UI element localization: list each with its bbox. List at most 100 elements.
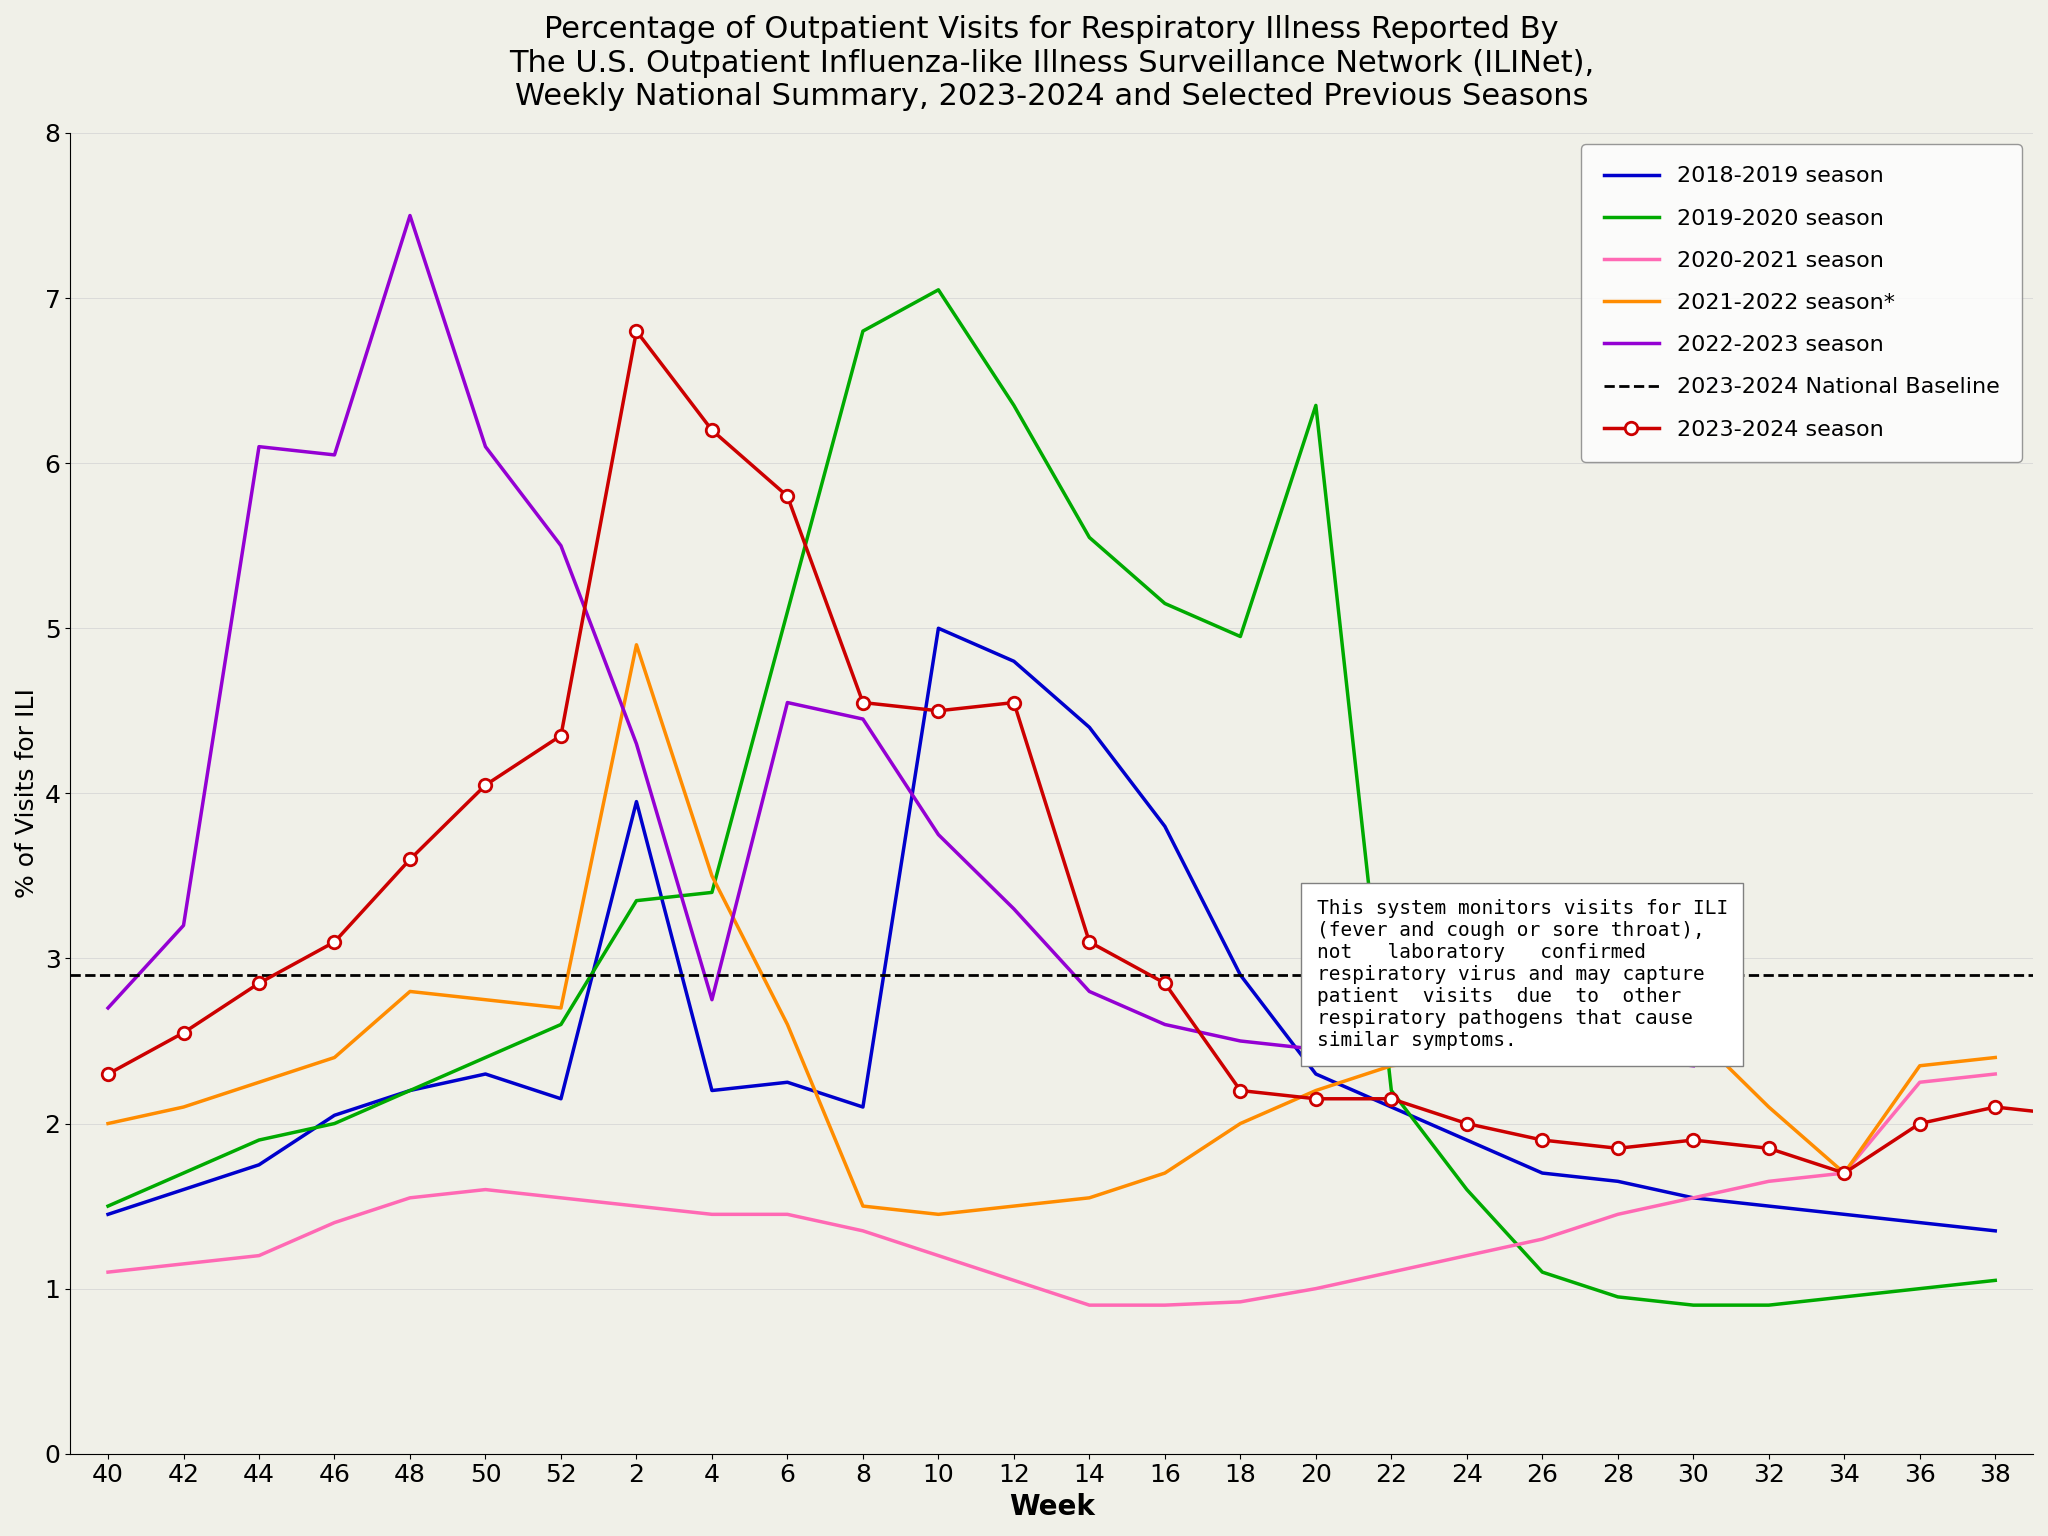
2023-2024 season — [1606, 1140, 1630, 1158]
2020-2021 season — [549, 1189, 573, 1207]
2021-2022 season* — [322, 1048, 346, 1066]
2021-2022 season* — [1378, 1057, 1403, 1075]
2018-2019 season — [1606, 1172, 1630, 1190]
2019-2020 season — [1982, 1272, 2007, 1290]
2022-2023 season — [96, 998, 121, 1017]
2018-2019 season — [1153, 817, 1178, 836]
2018-2019 season — [1833, 1206, 1858, 1224]
2019-2020 season — [926, 281, 950, 300]
2020-2021 season — [1454, 1246, 1479, 1264]
2018-2019 season — [926, 619, 950, 637]
2019-2020 season — [1833, 1287, 1858, 1306]
X-axis label: Week: Week — [1010, 1493, 1094, 1521]
Line: 2019-2020 season: 2019-2020 season — [109, 290, 1995, 1306]
2019-2020 season — [246, 1130, 270, 1149]
2020-2021 season — [1681, 1189, 1706, 1207]
2018-2019 season — [625, 793, 649, 811]
2021-2022 season* — [172, 1098, 197, 1117]
2022-2023 season — [397, 206, 422, 224]
2019-2020 season — [397, 1081, 422, 1100]
2023-2024 season — [397, 849, 422, 868]
2022-2023 season — [1454, 1040, 1479, 1058]
2019-2020 season — [1229, 627, 1253, 645]
2019-2020 season — [1153, 594, 1178, 613]
2021-2022 season* — [1757, 1098, 1782, 1117]
2019-2020 season — [1907, 1279, 1931, 1298]
2023-2024 season — [1681, 1130, 1706, 1149]
2021-2022 season* — [1681, 1023, 1706, 1041]
2020-2021 season — [1907, 1074, 1931, 1092]
2021-2022 season* — [246, 1074, 270, 1092]
2020-2021 season — [397, 1189, 422, 1207]
2021-2022 season* — [625, 636, 649, 654]
2023-2024 season — [96, 1064, 121, 1083]
2018-2019 season — [1681, 1189, 1706, 1207]
2018-2019 season — [1757, 1197, 1782, 1215]
2021-2022 season* — [1229, 1114, 1253, 1132]
2021-2022 season* — [926, 1206, 950, 1224]
2022-2023 season — [1305, 1040, 1329, 1058]
2023-2024 National Baseline — [172, 966, 197, 985]
2020-2021 season — [322, 1213, 346, 1232]
2019-2020 season — [1077, 528, 1102, 547]
2020-2021 season — [1530, 1230, 1554, 1249]
2021-2022 season* — [96, 1114, 121, 1132]
2020-2021 season — [850, 1221, 874, 1240]
2019-2020 season — [1606, 1287, 1630, 1306]
2022-2023 season — [926, 825, 950, 843]
2023-2024 season — [926, 702, 950, 720]
2023-2024 season — [850, 693, 874, 711]
2020-2021 season — [1757, 1172, 1782, 1190]
2022-2023 season — [774, 693, 799, 711]
2023-2024 National Baseline — [96, 966, 121, 985]
2022-2023 season — [1001, 900, 1026, 919]
2023-2024 season — [246, 974, 270, 992]
2021-2022 season* — [473, 991, 498, 1009]
2018-2019 season — [1907, 1213, 1931, 1232]
2020-2021 season — [1001, 1272, 1026, 1290]
2021-2022 season* — [1153, 1164, 1178, 1183]
2018-2019 season — [1077, 719, 1102, 737]
2019-2020 season — [1681, 1296, 1706, 1315]
2019-2020 season — [1454, 1180, 1479, 1198]
2020-2021 season — [1229, 1293, 1253, 1312]
2022-2023 season — [322, 445, 346, 464]
2020-2021 season — [172, 1255, 197, 1273]
2019-2020 season — [549, 1015, 573, 1034]
2023-2024 season — [700, 421, 725, 439]
2022-2023 season — [1378, 1040, 1403, 1058]
2018-2019 season — [1530, 1164, 1554, 1183]
2022-2023 season — [850, 710, 874, 728]
2020-2021 season — [1982, 1064, 2007, 1083]
2020-2021 season — [700, 1206, 725, 1224]
2020-2021 season — [774, 1206, 799, 1224]
2021-2022 season* — [1530, 1040, 1554, 1058]
2019-2020 season — [1530, 1263, 1554, 1281]
Line: 2023-2024 season: 2023-2024 season — [102, 324, 2048, 1180]
2018-2019 season — [473, 1064, 498, 1083]
2022-2023 season — [246, 438, 270, 456]
2020-2021 season — [473, 1180, 498, 1198]
2023-2024 season — [774, 487, 799, 505]
2022-2023 season — [625, 734, 649, 753]
2020-2021 season — [926, 1246, 950, 1264]
Line: 2021-2022 season*: 2021-2022 season* — [109, 645, 1995, 1215]
2023-2024 season — [1001, 693, 1026, 711]
2019-2020 season — [1305, 396, 1329, 415]
2018-2019 season — [700, 1081, 725, 1100]
2018-2019 season — [1229, 966, 1253, 985]
2021-2022 season* — [1077, 1189, 1102, 1207]
2023-2024 season — [473, 776, 498, 794]
2019-2020 season — [1378, 1081, 1403, 1100]
Y-axis label: % of Visits for ILI: % of Visits for ILI — [14, 688, 39, 899]
2021-2022 season* — [549, 998, 573, 1017]
2020-2021 season — [1378, 1263, 1403, 1281]
Line: 2022-2023 season: 2022-2023 season — [109, 215, 1694, 1066]
2019-2020 season — [172, 1164, 197, 1183]
2020-2021 season — [96, 1263, 121, 1281]
2021-2022 season* — [700, 866, 725, 885]
2020-2021 season — [1833, 1164, 1858, 1183]
2018-2019 season — [246, 1155, 270, 1174]
2020-2021 season — [1153, 1296, 1178, 1315]
2019-2020 season — [1001, 396, 1026, 415]
